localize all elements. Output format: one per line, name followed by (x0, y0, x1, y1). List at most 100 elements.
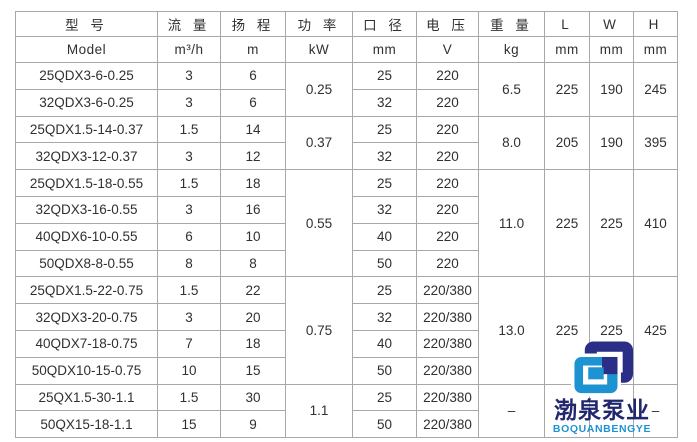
unit-head: m (220, 36, 286, 63)
cell-flow: 3 (157, 195, 221, 224)
cell-model: 50QDX10-15-0.75 (15, 356, 158, 385)
cell-head: 18 (220, 169, 286, 197)
cell-model: 32QDX3-6-0.25 (15, 88, 158, 117)
cell-model: 40QDX7-18-0.75 (15, 329, 158, 358)
brand-name: 渤泉泵业 (554, 397, 650, 423)
unit-model: Model (15, 36, 158, 63)
cell-weight: 11.0 (478, 169, 545, 278)
cell-voltage: 220/380 (416, 329, 479, 358)
cell-voltage: 220/380 (416, 303, 479, 331)
cell-head: 6 (220, 62, 286, 90)
cell-head: 6 (220, 88, 286, 117)
cell-model: 25QDX1.5-18-0.55 (15, 169, 158, 197)
cell-power: 0.25 (285, 62, 353, 117)
header-model: 型 号 (15, 11, 158, 37)
cell-height: – (633, 383, 678, 439)
cell-model: 50QX15-18-1.1 (15, 410, 158, 439)
cell-height: 395 (633, 115, 678, 171)
cell-model: 25QX1.5-30-1.1 (15, 383, 158, 412)
cell-power: 0.75 (285, 276, 353, 385)
cell-voltage: 220/380 (416, 276, 479, 305)
brand-logo: 渤泉泵业 BOQUANBENGYE (547, 341, 657, 435)
cell-model: 25QDX1.5-14-0.37 (15, 115, 158, 144)
cell-length: 225 (544, 169, 590, 278)
cell-diameter: 25 (352, 115, 417, 144)
cell-head: 18 (220, 329, 286, 358)
cell-diameter: 32 (352, 303, 417, 331)
cell-diameter: 25 (352, 169, 417, 197)
table-row: 25QDX1.5-14-0.37 1.5 14 0.37 25 220 8.0 … (15, 115, 678, 171)
cell-voltage: 220 (416, 88, 479, 117)
cell-head: 15 (220, 356, 286, 385)
header-row-cn: 型 号 流 量 扬 程 功 率 口 径 电 压 重 量 L W H (15, 11, 678, 37)
cell-power: 0.55 (285, 169, 353, 278)
cell-flow: 1.5 (157, 115, 221, 144)
cell-width: 225 (589, 169, 634, 278)
header-weight: 重 量 (478, 11, 545, 37)
cell-model: 25QDX3-6-0.25 (15, 62, 158, 90)
cell-length: 205 (544, 115, 590, 171)
cell-flow: 6 (157, 222, 221, 251)
cell-width: 190 (589, 115, 634, 171)
table-row: 40QDX7-18-0.75 7 18 40 220/380 (15, 329, 678, 358)
cell-flow: 15 (157, 410, 221, 439)
cell-head: 22 (220, 276, 286, 305)
cell-head: 20 (220, 303, 286, 331)
header-height: H (633, 11, 678, 37)
table-row: 32QDX3-12-0.37 3 12 32 220 (15, 142, 678, 171)
cell-flow: 3 (157, 303, 221, 331)
cell-width: 190 (589, 62, 634, 117)
header-width: W (589, 11, 634, 37)
cell-head: 12 (220, 142, 286, 171)
cell-model: 40QDX6-10-0.55 (15, 222, 158, 251)
cell-flow: 1.5 (157, 276, 221, 305)
cell-model: 32QDX3-12-0.37 (15, 142, 158, 171)
cell-voltage: 220 (416, 195, 479, 224)
cell-head: 9 (220, 410, 286, 439)
cell-voltage: 220 (416, 249, 479, 278)
brand-name-en: BOQUANBENGYE (552, 423, 652, 435)
unit-height: mm (633, 36, 678, 63)
unit-flow: m³/h (157, 36, 221, 63)
cell-flow: 3 (157, 88, 221, 117)
unit-diameter: mm (352, 36, 417, 63)
table-row: 50QDX10-15-0.75 10 15 50 220/380 (15, 356, 678, 385)
table-row: 32QDX3-6-0.25 3 6 32 220 (15, 88, 678, 117)
cell-weight: – (478, 383, 545, 439)
header-voltage: 电 压 (416, 11, 479, 37)
unit-width: mm (589, 36, 634, 63)
cell-voltage: 220/380 (416, 410, 479, 439)
cell-weight: 8.0 (478, 115, 545, 171)
cell-voltage: 220 (416, 169, 479, 197)
cell-weight: 13.0 (478, 276, 545, 385)
cell-diameter: 50 (352, 249, 417, 278)
cell-diameter: 32 (352, 142, 417, 171)
cell-head: 16 (220, 195, 286, 224)
unit-length: mm (544, 36, 590, 63)
cell-diameter: 25 (352, 62, 417, 90)
header-diameter: 口 径 (352, 11, 417, 37)
cell-model: 50QDX8-8-0.55 (15, 249, 158, 278)
cell-voltage: 220 (416, 222, 479, 251)
table-row: 32QDX3-20-0.75 3 20 32 220/380 (15, 303, 678, 331)
unit-voltage: V (416, 36, 479, 63)
cell-head: 8 (220, 249, 286, 278)
cell-height: 245 (633, 62, 678, 117)
cell-diameter: 50 (352, 410, 417, 439)
cell-head: 10 (220, 222, 286, 251)
header-length: L (544, 11, 590, 37)
cell-diameter: 25 (352, 383, 417, 412)
cell-head: 14 (220, 115, 286, 144)
cell-flow: 3 (157, 142, 221, 171)
cell-flow: 1.5 (157, 383, 221, 412)
table-row: 25QDX1.5-22-0.75 1.5 22 0.75 25 220/380 … (15, 276, 678, 385)
cell-diameter: 40 (352, 222, 417, 251)
cell-flow: 7 (157, 329, 221, 358)
cell-height: 410 (633, 169, 678, 278)
cell-voltage: 220 (416, 142, 479, 171)
brand-logo-mark-icon (571, 341, 633, 397)
header-row-units: Model m³/h m kW mm V kg mm mm mm (15, 36, 678, 63)
header-head: 扬 程 (220, 11, 286, 37)
unit-power: kW (285, 36, 353, 63)
